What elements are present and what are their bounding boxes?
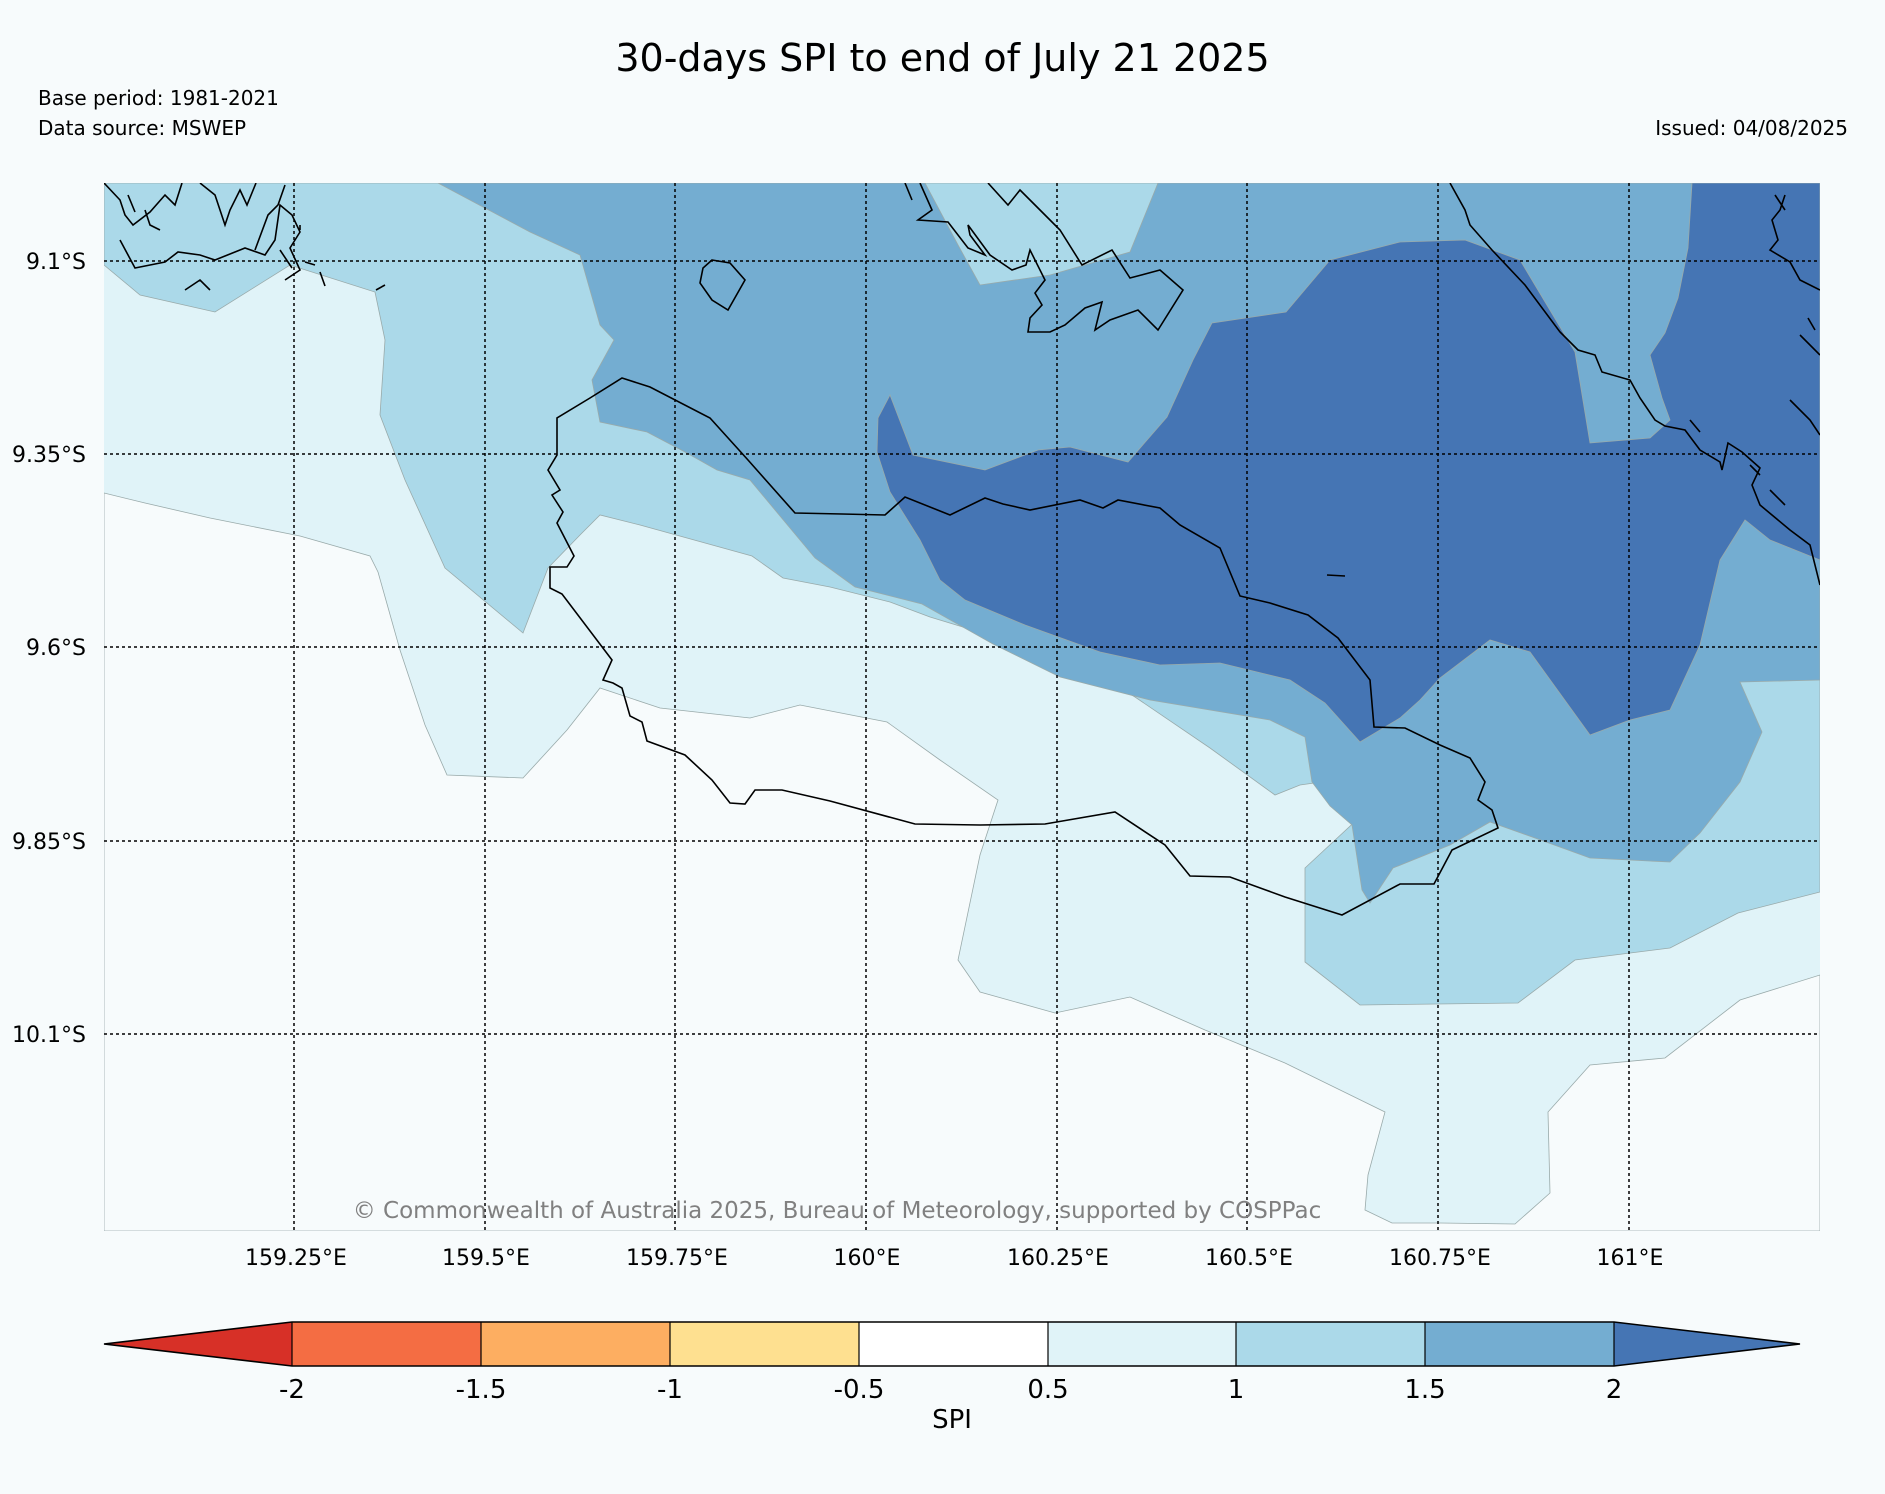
colorbar-swatch-2 [481,1322,670,1366]
lat-label-9.1: 9.1°S [26,250,86,275]
lon-label-160.25: 160.25°E [1007,1246,1109,1271]
colorbar-swatch-1 [292,1322,481,1366]
colorbar-tick: 1 [1228,1375,1245,1405]
colorbar-swatch-6 [1236,1322,1425,1366]
lat-label-9.85: 9.85°S [12,830,86,855]
colorbar-tick: 1.5 [1404,1375,1445,1405]
colorbar-swatch-7 [1425,1322,1614,1366]
colorbar: -2 -1.5 -1 -0.5 0.5 1 1.5 2 SPI [103,1321,1801,1435]
colorbar-tick: -2 [279,1375,305,1405]
coastline-small-islet [1326,574,1346,577]
lon-label-160: 160°E [834,1246,901,1271]
lon-label-160.75: 160.75°E [1389,1246,1491,1271]
graticule [104,183,1820,1231]
colorbar-extend-low [104,1322,292,1366]
lat-label-9.6: 9.6°S [26,636,86,661]
spi-band-1-1.5-north [924,183,1159,286]
coastline-malaita [1449,183,1820,586]
spi-band-above-2 [876,183,1820,743]
lon-labels: 159.25°E 159.5°E 159.75°E 160°E 160.25°E… [245,1246,1663,1271]
colorbar-tick: 0.5 [1027,1375,1068,1405]
lon-label-159.5: 159.5°E [442,1246,530,1271]
base-period: Base period: 1981-2021 [38,86,279,110]
coastline-savo-island [699,259,746,312]
map-title: 30-days SPI to end of July 21 2025 [615,36,1270,80]
lat-labels: 9.1°S 9.35°S 9.6°S 9.85°S 10.1°S [12,250,86,1048]
coastlines [104,183,1820,916]
data-source: Data source: MSWEP [38,116,247,140]
colorbar-tick: -1 [657,1375,683,1405]
colorbar-swatch-5 [1048,1322,1236,1366]
colorbar-extend-high [1614,1322,1800,1366]
colorbar-dividers [291,1322,1615,1366]
lon-label-161: 161°E [1597,1246,1664,1271]
colorbar-label: SPI [932,1405,972,1435]
lon-label-160.5: 160.5°E [1205,1246,1293,1271]
colorbar-swatch-3 [670,1322,859,1366]
spi-band-normal [104,492,1820,1231]
colorbar-swatch-4 [859,1322,1048,1366]
coastline-guadalcanal [547,377,1499,916]
map-area [104,183,1820,1231]
colorbar-tick: 2 [1606,1375,1623,1405]
issued-date: Issued: 04/08/2025 [1655,116,1848,140]
colorbar-ticks: -2 -1.5 -1 -0.5 0.5 1 1.5 2 [279,1375,1622,1405]
copyright-notice: © Commonwealth of Australia 2025, Bureau… [353,1198,1322,1224]
coastline-santa-isabel [104,183,386,291]
lon-label-159.75: 159.75°E [626,1246,728,1271]
colorbar-tick: -1.5 [456,1375,507,1405]
lat-label-9.35: 9.35°S [12,443,86,468]
colorbar-tick: -0.5 [834,1375,885,1405]
lon-label-159.25: 159.25°E [245,1246,347,1271]
lat-label-10.1: 10.1°S [12,1023,86,1048]
